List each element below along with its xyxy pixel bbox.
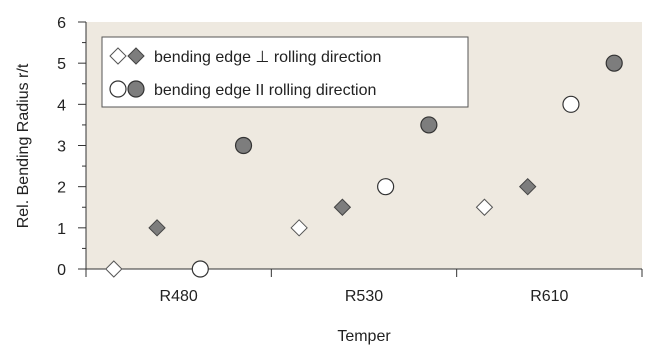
x-axis: R480 R530 R610 [85,268,643,305]
data-point [333,198,352,216]
data-markers [105,54,623,278]
y-tick-label: 5 [57,56,66,73]
data-point [290,219,308,237]
data-point [519,177,537,196]
y-axis-title: Rel. Bending Radius r/t [15,63,32,228]
y-tick-label: 2 [57,180,66,197]
y-tick-label: 6 [57,15,66,32]
legend-box [101,36,469,108]
data-point [234,136,253,155]
legend-marker [109,80,127,98]
data-point [420,116,438,134]
legend-marker [127,80,145,98]
x-tick-label: R480 [160,288,198,305]
data-point [562,95,580,113]
y-tick-label: 3 [57,139,66,156]
data-point [191,260,209,278]
data-point [377,178,395,196]
data-point [148,219,166,237]
y-tick-label: 4 [57,97,66,114]
legend-label: bending edge ⊥ rolling direction [154,49,381,66]
data-point [605,54,623,72]
data-point [105,260,123,278]
legend-marker [109,47,127,65]
x-tick-label: R610 [530,288,568,305]
x-tick-label: R530 [345,288,383,305]
legend: bending edge ⊥ rolling direction bending … [101,36,469,108]
y-tick-label: 0 [57,262,66,279]
legend-marker [127,47,145,65]
data-point [475,198,494,216]
y-axis: 0 1 2 3 4 5 6 [57,15,87,279]
y-tick-label: 1 [57,221,66,238]
x-axis-title: Temper [337,328,391,345]
legend-label: bending edge II rolling direction [154,82,376,99]
